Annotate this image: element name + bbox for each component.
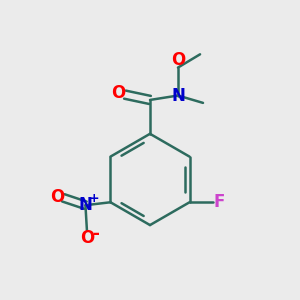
- Text: O: O: [111, 84, 126, 102]
- Text: O: O: [171, 51, 185, 69]
- Text: O: O: [80, 229, 94, 247]
- Text: -: -: [92, 225, 99, 243]
- Text: F: F: [214, 193, 225, 211]
- Text: N: N: [79, 196, 92, 214]
- Text: +: +: [88, 192, 99, 205]
- Text: O: O: [50, 188, 64, 206]
- Text: N: N: [171, 86, 185, 104]
